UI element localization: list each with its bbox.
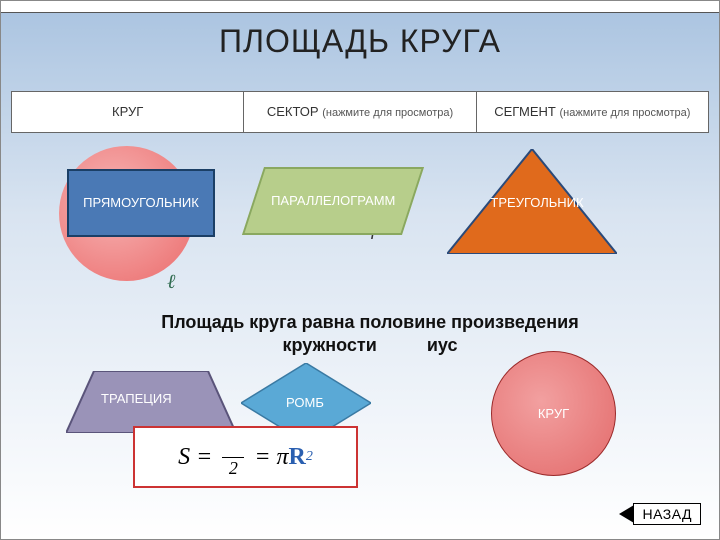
tabs: КРУГ СЕКТОР (нажмите для просмотра) СЕГМ… bbox=[11, 91, 709, 133]
triangle-label: ТРЕУГОЛЬНИК bbox=[487, 195, 587, 211]
slide: ПЛОЩАДЬ КРУГА КРУГ СЕКТОР (нажмите для п… bbox=[0, 0, 720, 540]
circle-label: КРУГ bbox=[538, 406, 569, 422]
top-bar bbox=[1, 1, 719, 13]
parallelogram-label: ПАРАЛЛЕЛОГРАММ bbox=[271, 193, 395, 209]
tab-sector[interactable]: СЕКТОР (нажмите для просмотра) bbox=[244, 92, 476, 132]
tab-segment-label: СЕГМЕНТ (нажмите для просмотра) bbox=[494, 104, 690, 120]
trapezoid-label: ТРАПЕЦИЯ bbox=[101, 391, 172, 407]
triangle-button[interactable]: ТРЕУГОЛЬНИК bbox=[447, 149, 617, 254]
tab-segment[interactable]: СЕГМЕНТ (нажмите для просмотра) bbox=[477, 92, 708, 132]
formula-R: R bbox=[289, 444, 306, 471]
formula-S: S bbox=[178, 444, 190, 471]
page-title: ПЛОЩАДЬ КРУГА bbox=[1, 23, 719, 60]
description-text: Площадь круга равна половине произведени… bbox=[81, 311, 659, 358]
parallelogram-button[interactable]: ПАРАЛЛЕЛОГРАММ bbox=[242, 167, 424, 235]
back-button[interactable]: НАЗАД bbox=[619, 503, 701, 525]
formula: S = 2 = π R2 bbox=[133, 426, 358, 488]
rectangle-label: ПРЯМОУГОЛЬНИК bbox=[83, 195, 199, 211]
tab-sector-label: СЕКТОР (нажмите для просмотра) bbox=[267, 104, 453, 120]
circle-button[interactable]: КРУГ bbox=[491, 351, 616, 476]
formula-fraction: 2 bbox=[222, 436, 244, 479]
tab-circle[interactable]: КРУГ bbox=[12, 92, 244, 132]
rhombus-label: РОМБ bbox=[286, 395, 324, 411]
rectangle-button[interactable]: ПРЯМОУГОЛЬНИК bbox=[67, 169, 215, 237]
trapezoid-button[interactable]: ТРАПЕЦИЯ bbox=[66, 371, 236, 433]
tab-circle-label: КРУГ bbox=[112, 104, 143, 120]
ell-label: ℓ bbox=[167, 271, 175, 294]
back-label: НАЗАД bbox=[633, 503, 701, 525]
back-arrow-icon bbox=[619, 505, 634, 523]
